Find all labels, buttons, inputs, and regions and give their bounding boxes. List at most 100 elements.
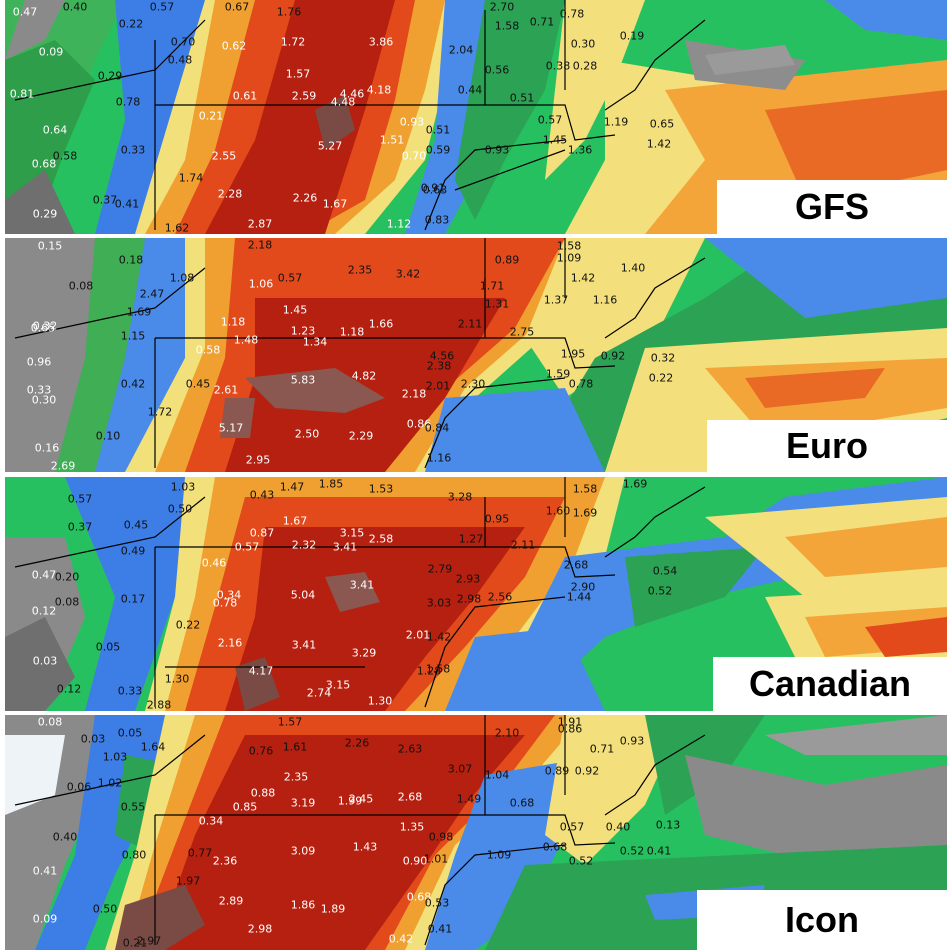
precip-value: 0.08 [54,595,80,609]
precip-value: 0.65 [649,117,675,131]
precip-value: 0.57 [537,113,563,127]
precip-value: 1.06 [248,277,274,291]
precip-value: 0.67 [224,0,250,14]
precip-value: 3.86 [368,35,394,49]
precip-value: 0.34 [198,814,224,828]
precip-value: 0.68 [31,157,57,171]
precip-value: 0.40 [605,820,631,834]
precip-value: 0.30 [31,393,57,407]
precip-value: 1.28 [416,664,442,678]
precip-value: 0.63 [422,183,448,197]
precip-value: 1.71 [479,279,505,293]
precip-value: 0.19 [619,29,645,43]
precip-value: 2.55 [211,149,237,163]
precip-value: 2.01 [405,628,431,642]
precip-value: 0.78 [212,596,238,610]
precip-value: 2.36 [212,854,238,868]
precip-value: 1.57 [277,715,303,729]
precip-value: 0.68 [509,796,535,810]
precip-value: 3.15 [339,526,365,540]
precip-value: 0.33 [117,684,143,698]
precip-value: 0.49 [120,544,146,558]
precip-value: 1.69 [572,506,598,520]
precip-value: 0.87 [249,526,275,540]
precip-value: 0.22 [175,618,201,632]
model-label: Euro [707,420,947,472]
precip-value: 0.22 [118,17,144,31]
map-panel-icon: Icon 0.08 1.57 1.91 0.03 0.05 2.26 2.63 2.10 0.8… [5,715,947,950]
precip-value: 1.58 [425,662,451,676]
precip-value: 2.87 [247,217,273,231]
precip-value: 1.59 [545,367,571,381]
precip-value: 2.88 [146,698,172,711]
precip-value: 1.51 [379,133,405,147]
precip-value: 0.70 [401,149,427,163]
precip-value: 4.48 [330,95,356,109]
precip-value: 0.47 [31,568,57,582]
precip-value: 0.52 [568,854,594,868]
precip-value: 0.54 [652,564,678,578]
precip-value: 0.92 [600,349,626,363]
precip-value: 1.08 [169,271,195,285]
precip-value: 0.41 [32,864,58,878]
precipitation-map [5,0,947,234]
precip-value: 3.19 [290,796,316,810]
precip-value: 1.72 [147,405,173,419]
precip-value: 0.86 [406,417,432,431]
precip-value: 0.15 [37,239,63,253]
precip-value: 1.34 [302,335,328,349]
precip-value: 1.91 [557,715,583,729]
precip-value: 2.69 [50,459,76,472]
precip-value: 1.69 [126,305,152,319]
precip-value: 0.40 [52,830,78,844]
precip-value: 0.85 [232,800,258,814]
precip-value: 0.05 [117,726,143,740]
precip-value: 1.16 [426,451,452,465]
precip-value: 0.12 [56,682,82,696]
model-label: Icon [697,890,947,950]
precip-value: 0.21 [198,109,224,123]
precip-value: 0.70 [170,35,196,49]
precip-value: 3.15 [325,678,351,692]
precip-value: 0.93 [619,734,645,748]
precip-value: 2.10 [494,726,520,740]
precip-value: 0.17 [120,592,146,606]
precip-value: 2.89 [218,894,244,908]
precip-value: 0.71 [529,15,555,29]
precip-value: 1.40 [620,261,646,275]
precip-value: 2.16 [217,636,243,650]
precip-value: 5.27 [317,139,343,153]
precip-value: 3.41 [332,540,358,554]
precip-value: 0.34 [216,588,242,602]
precip-value: 1.58 [572,482,598,496]
precip-value: 1.15 [120,329,146,343]
precip-value: 1.42 [646,137,672,151]
precip-value: 0.03 [32,654,58,668]
precip-value: 2.97 [136,934,162,948]
precip-value: 2.26 [292,191,318,205]
precip-value: 2.79 [427,562,453,576]
precip-value: 2.75 [509,325,535,339]
precip-value: 0.05 [95,640,121,654]
precip-value: 0.65 [30,321,56,335]
precip-value: 1.04 [484,768,510,782]
precip-value: 1.60 [545,504,571,518]
precip-value: 1.89 [320,902,346,916]
precip-value: 0.58 [195,343,221,357]
precip-value: 0.06 [66,780,92,794]
precip-value: 0.18 [118,253,144,267]
precip-value: 3.03 [426,596,452,610]
precip-value: 0.78 [559,7,585,21]
precipitation-map [5,477,947,711]
precip-value: 2.68 [397,790,423,804]
precip-value: 1.57 [285,67,311,81]
precip-value: 0.88 [250,786,276,800]
precip-value: 0.89 [494,253,520,267]
precip-value: 1.36 [567,143,593,157]
precip-value: 0.42 [388,932,414,946]
precip-value: 1.18 [220,315,246,329]
precip-value: 0.93 [484,143,510,157]
precip-value: 2.01 [425,379,451,393]
precip-value: 4.17 [248,664,274,678]
precipitation-map [5,238,947,472]
